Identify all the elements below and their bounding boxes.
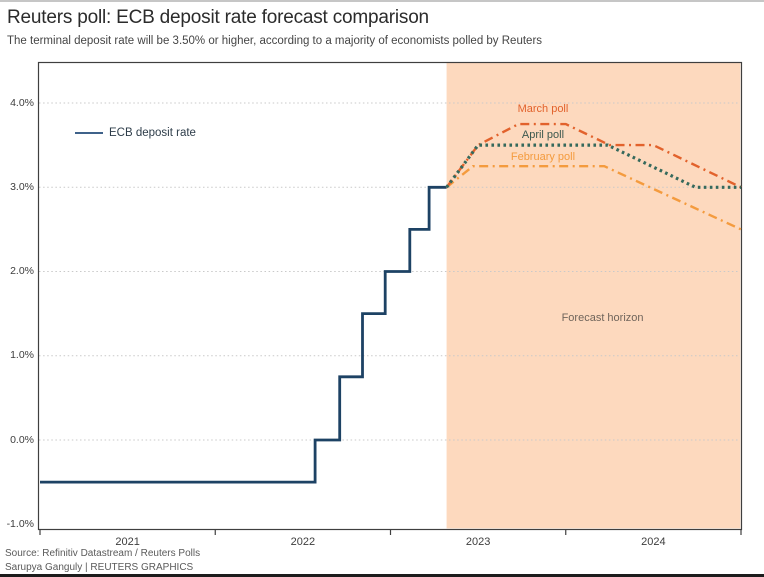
annotation-april-poll: April poll	[521, 129, 565, 141]
y-axis-label: 2.0%	[10, 265, 34, 277]
forecast-region-shading	[446, 62, 741, 529]
annotation-february-poll: February poll	[510, 150, 576, 163]
page-title: Reuters poll: ECB deposit rate forecast …	[7, 7, 429, 28]
series-line-ecb-deposit-rate	[40, 185, 447, 484]
y-axis-label: -1.0%	[6, 517, 34, 530]
y-axis-label: 0.0%	[10, 433, 34, 446]
series-line-march-poll	[445, 122, 742, 189]
y-axis-label: 1.0%	[10, 349, 34, 362]
source-credit: Source: Refinitiv Datastream / Reuters P…	[5, 548, 201, 559]
legend-line-sample	[75, 132, 103, 134]
annotation-march-poll: March poll	[517, 102, 569, 115]
page-subtitle: The terminal deposit rate will be 3.50% …	[7, 35, 543, 47]
bottom-rule	[0, 574, 764, 577]
x-axis-label: 2021	[115, 536, 140, 548]
annotation-forecast-horizon: Forecast horizon	[561, 311, 644, 324]
series-line-february-poll	[445, 165, 742, 231]
y-axis-label: 4.0%	[10, 96, 34, 109]
series-line-april-poll	[445, 143, 741, 189]
byline-credit: Sarupya Ganguly | REUTERS GRAPHICS	[5, 562, 194, 573]
legend: ECB deposit rate	[75, 127, 196, 139]
x-axis-label: 2023	[465, 536, 491, 548]
y-axis-label: 3.0%	[10, 180, 34, 193]
legend-label: ECB deposit rate	[109, 127, 196, 139]
x-axis-label: 2022	[290, 536, 316, 548]
x-axis-label: 2024	[641, 536, 666, 548]
